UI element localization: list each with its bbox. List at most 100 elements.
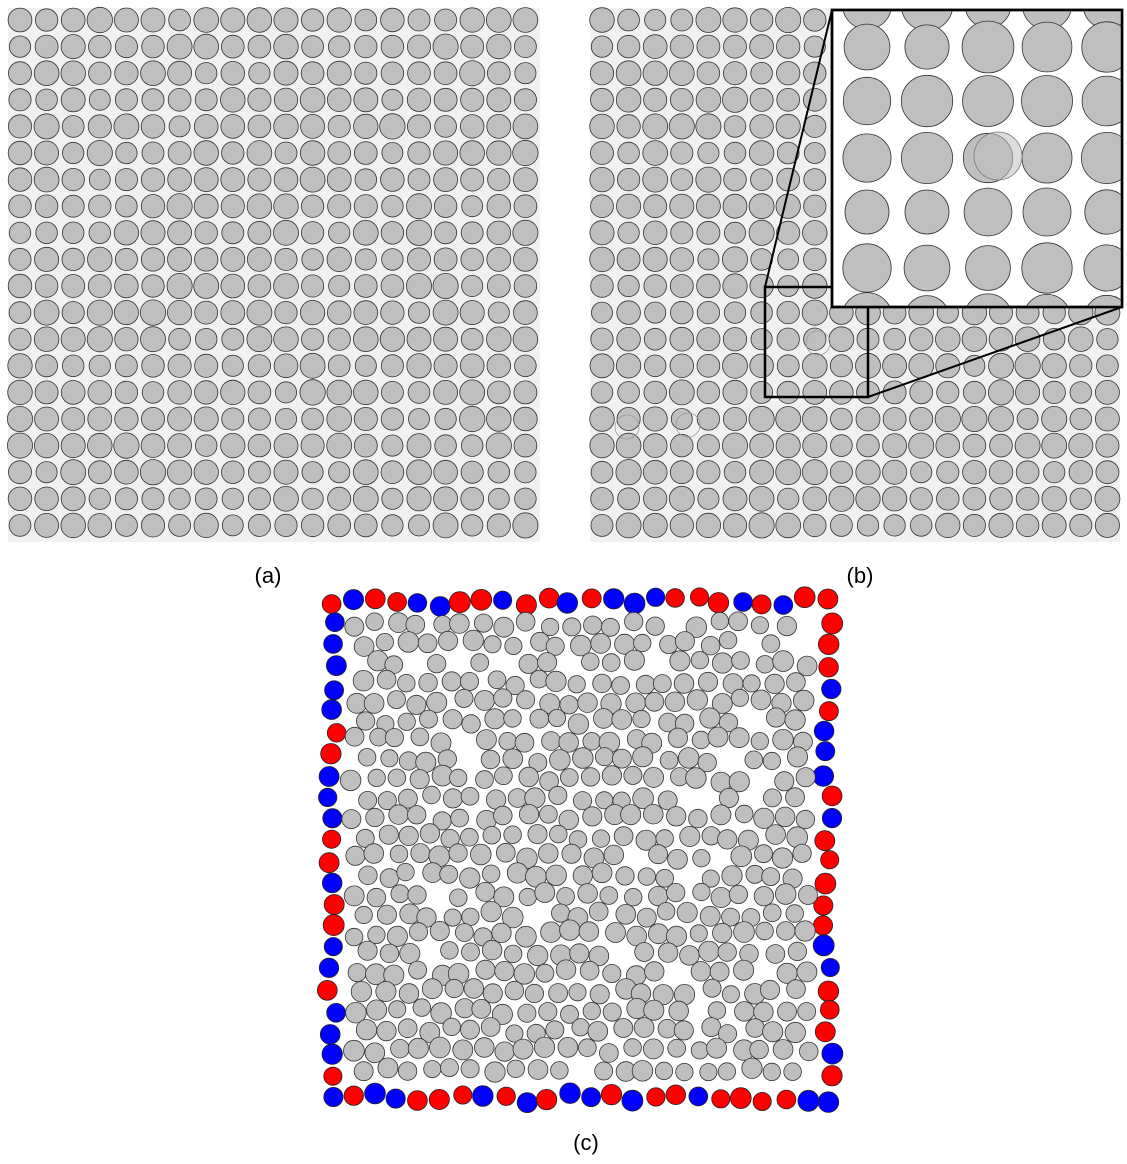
boundary-disc-red bbox=[535, 1089, 558, 1111]
boundary-disc-blue bbox=[688, 1086, 709, 1107]
packing-disc bbox=[577, 883, 598, 904]
packing-disc bbox=[344, 616, 365, 637]
packing-disc bbox=[633, 1017, 655, 1038]
lattice-disc bbox=[139, 459, 167, 486]
packing-disc bbox=[735, 804, 754, 824]
lattice-disc bbox=[486, 353, 512, 379]
lattice-disc bbox=[1015, 379, 1041, 405]
lattice-disc bbox=[247, 87, 272, 112]
packing-disc bbox=[535, 963, 555, 983]
boundary-disc-blue bbox=[821, 1042, 844, 1065]
lattice-disc bbox=[669, 326, 695, 352]
lattice-disc bbox=[380, 167, 405, 192]
lattice-disc bbox=[669, 513, 694, 538]
lattice-disc bbox=[908, 432, 935, 459]
packing-disc bbox=[345, 845, 366, 866]
lattice-disc bbox=[7, 114, 33, 139]
lattice-disc bbox=[352, 326, 379, 353]
lattice-disc bbox=[7, 353, 33, 379]
packing-disc bbox=[632, 787, 654, 809]
packing-disc bbox=[669, 650, 691, 672]
lattice-disc bbox=[432, 299, 459, 326]
lattice-disc bbox=[88, 88, 111, 111]
packing-disc bbox=[685, 767, 707, 789]
lattice-disc bbox=[167, 299, 193, 326]
lattice-disc bbox=[485, 432, 512, 459]
lattice-disc bbox=[696, 434, 720, 458]
packing-disc bbox=[454, 998, 475, 1019]
lattice-disc bbox=[353, 87, 379, 113]
lattice-disc bbox=[273, 353, 299, 379]
lattice-disc bbox=[615, 353, 642, 379]
packing-disc bbox=[706, 1037, 727, 1059]
lattice-disc bbox=[670, 433, 694, 458]
packing-disc bbox=[363, 693, 385, 714]
lattice-disc bbox=[616, 247, 641, 272]
packing-disc bbox=[367, 650, 389, 672]
lattice-disc bbox=[193, 512, 219, 539]
packing-disc bbox=[787, 746, 809, 768]
lattice-disc bbox=[696, 273, 721, 299]
lattice-disc bbox=[247, 220, 272, 245]
lattice-disc bbox=[486, 274, 511, 298]
lattice-disc bbox=[353, 379, 379, 406]
panel-b-label: (b) bbox=[847, 563, 874, 588]
lattice-disc bbox=[300, 61, 325, 85]
packing-disc bbox=[699, 1063, 718, 1082]
lattice-disc bbox=[381, 194, 404, 218]
lattice-disc bbox=[60, 326, 86, 352]
boundary-disc-red bbox=[322, 914, 345, 936]
packing-disc bbox=[611, 676, 630, 695]
lattice-disc bbox=[6, 405, 34, 432]
lattice-disc bbox=[589, 61, 615, 86]
packing-disc bbox=[643, 999, 665, 1021]
lattice-disc bbox=[220, 7, 246, 33]
packing-disc bbox=[491, 1003, 513, 1025]
lattice-disc bbox=[512, 326, 539, 352]
packing-disc bbox=[657, 790, 678, 811]
packing-disc bbox=[710, 611, 729, 631]
packing-disc bbox=[354, 905, 373, 925]
packing-disc bbox=[786, 979, 806, 999]
packing-disc bbox=[390, 884, 410, 904]
lattice-disc bbox=[34, 246, 60, 272]
lattice-disc bbox=[33, 432, 60, 459]
lattice-disc bbox=[590, 141, 614, 165]
lattice-disc bbox=[669, 460, 694, 485]
packing-disc bbox=[408, 960, 428, 980]
lattice-disc bbox=[34, 513, 59, 538]
lattice-disc bbox=[34, 274, 59, 298]
packing-disc bbox=[429, 1036, 451, 1059]
packing-disc bbox=[449, 888, 468, 907]
packing-disc bbox=[710, 804, 732, 826]
boundary-disc-blue bbox=[319, 1024, 341, 1045]
packing-disc bbox=[444, 978, 464, 999]
packing-disc bbox=[397, 1018, 418, 1038]
lattice-disc bbox=[221, 141, 245, 165]
packing-disc bbox=[795, 809, 816, 830]
lattice-disc bbox=[513, 406, 538, 432]
packing-disc bbox=[699, 707, 721, 729]
packing-disc bbox=[707, 1001, 727, 1020]
lattice-disc bbox=[379, 326, 405, 352]
lattice-disc bbox=[273, 193, 299, 219]
lattice-disc bbox=[61, 301, 85, 325]
lattice-disc bbox=[669, 353, 695, 379]
packing-disc bbox=[550, 1061, 569, 1080]
lattice-disc bbox=[777, 248, 800, 271]
lattice-disc bbox=[194, 328, 218, 351]
lattice-disc bbox=[830, 514, 853, 537]
inset-disc bbox=[904, 24, 950, 70]
packing-disc bbox=[580, 767, 601, 787]
lattice-disc bbox=[829, 380, 854, 405]
lattice-disc bbox=[88, 194, 112, 218]
lattice-disc bbox=[776, 220, 801, 245]
packing-disc bbox=[538, 1002, 558, 1022]
packing-disc bbox=[668, 1000, 689, 1022]
lattice-disc bbox=[407, 61, 431, 85]
lattice-disc bbox=[512, 7, 539, 33]
lattice-disc bbox=[802, 380, 828, 405]
lattice-disc bbox=[300, 194, 325, 218]
lattice-disc bbox=[141, 88, 165, 112]
